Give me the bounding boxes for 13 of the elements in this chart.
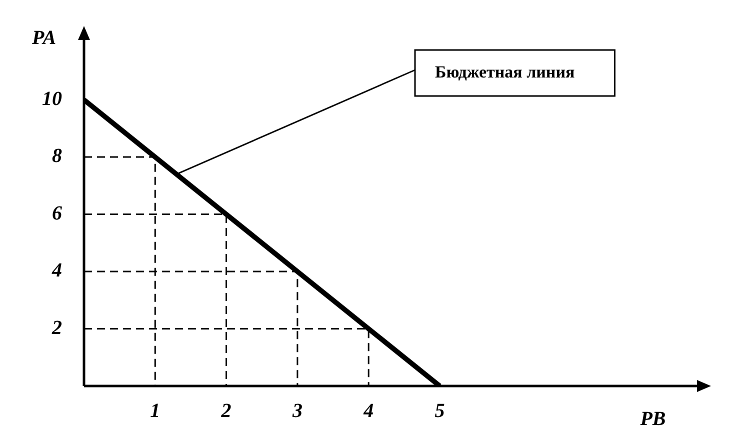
annotation: Бюджетная линия [435, 62, 575, 82]
x-tick-label: 2 [220, 400, 232, 422]
y-tick-label: 6 [52, 202, 62, 224]
y-tick-label: 4 [51, 260, 62, 282]
x-tick-label: 5 [434, 400, 445, 422]
y-tick-label: 2 [51, 316, 62, 339]
x-tick-label: 4 [362, 400, 374, 422]
x-tick-label: 1 [150, 400, 160, 422]
y-tick-label: 8 [52, 145, 62, 168]
y-tick-label: 10 [42, 88, 62, 110]
x-tick-label: 3 [291, 400, 302, 422]
y-axis-title: PA [30, 27, 56, 50]
x-axis-title: PB [639, 408, 666, 430]
